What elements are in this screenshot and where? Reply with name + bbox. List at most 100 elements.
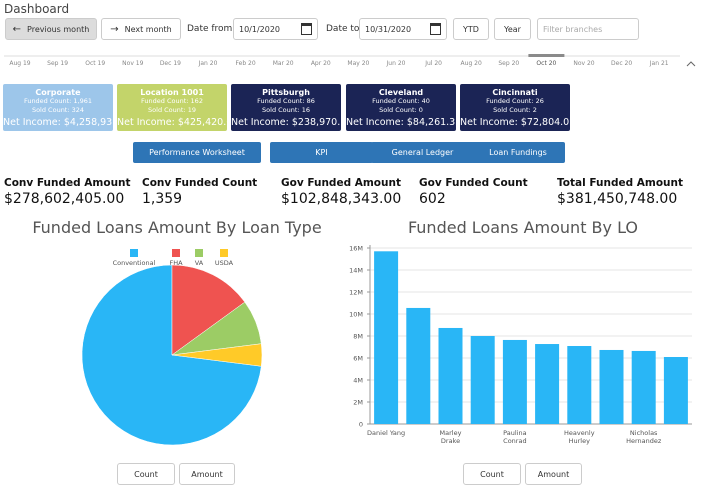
branch-name: Cincinnati: [492, 88, 538, 97]
timeline-month[interactable]: Jan 20: [198, 60, 218, 67]
timeline-month[interactable]: Dec 20: [611, 60, 633, 67]
y-tick-label: 0: [359, 421, 363, 429]
stat-value: 602: [419, 191, 446, 207]
timeline-month[interactable]: Jun 20: [386, 60, 406, 67]
chart-title: Funded Loans Amount By LO: [407, 218, 639, 237]
stat-value: $278,602,405.00: [4, 191, 125, 207]
timeline-selection: [528, 54, 565, 57]
bar: [599, 349, 624, 424]
pie-slice: [81, 264, 262, 446]
branch-card[interactable]: Cincinnati Funded Count: 26 Sold Count: 2 N…: [460, 84, 570, 131]
chart-control-button[interactable]: Count: [117, 463, 175, 485]
pie-slice: [171, 343, 263, 367]
legend-label: VA: [195, 259, 204, 267]
chart-title: Funded Loans Amount By Loan Type: [32, 218, 322, 237]
branch-net-income: Net Income: $4,258,931.96: [3, 117, 113, 128]
branch-card[interactable]: Corporate Funded Count: 1,961 Sold Count: …: [3, 84, 113, 131]
timeline-month[interactable]: Nov 20: [573, 60, 595, 67]
bar: [502, 339, 527, 424]
y-tick-label: 16M: [349, 245, 363, 253]
date-to-label: Date to: [326, 24, 360, 34]
next-month-button[interactable]: → Next month: [101, 18, 181, 40]
legend-swatch: [130, 249, 138, 257]
legend-swatch: [220, 249, 228, 257]
ytd-button[interactable]: YTD: [453, 18, 489, 40]
action-button[interactable]: KPI: [270, 142, 373, 163]
x-tick-label: Nicholas Hernandez: [626, 429, 662, 445]
x-tick-label: Marley Drake: [439, 429, 462, 445]
branch-name: Location 1001: [140, 88, 204, 97]
y-tick-label: 14M: [349, 267, 363, 275]
pie-slice: [171, 264, 246, 356]
timeline-month[interactable]: Oct 19: [85, 60, 106, 67]
bar: [663, 357, 688, 424]
y-tick-label: 6M: [353, 355, 363, 363]
date-to-input[interactable]: 10/31/2020: [359, 18, 447, 40]
timeline-month[interactable]: Jan 21: [649, 60, 669, 67]
timeline-month[interactable]: Feb 20: [235, 60, 256, 67]
calendar-icon: [301, 23, 312, 35]
timeline-month[interactable]: Dec 19: [159, 60, 181, 67]
timeline-month[interactable]: Aug 20: [460, 60, 482, 67]
timeline-month[interactable]: Mar 20: [272, 60, 294, 67]
bar: [631, 350, 656, 424]
date-from-input[interactable]: 10/1/2020: [233, 18, 318, 40]
action-button[interactable]: Loan Fundings: [471, 142, 565, 163]
branch-card[interactable]: Pittsburgh Funded Count: 86 Sold Count: 16…: [231, 84, 341, 131]
chart-control-button[interactable]: Amount: [179, 463, 235, 485]
stat-label: Gov Funded Count: [419, 177, 528, 189]
timeline-month[interactable]: Aug 19: [9, 60, 31, 67]
legend-label: USDA: [215, 259, 234, 267]
branch-name: Cleveland: [378, 88, 424, 97]
branch-funded: Funded Count: 162: [141, 97, 203, 105]
stat-value: $102,848,343.00: [281, 191, 402, 207]
filter-branches-input[interactable]: Filter branches: [537, 18, 639, 40]
branch-sold: Sold Count: 0: [379, 106, 423, 114]
arrow-right-icon: →: [110, 23, 119, 35]
y-tick-label: 10M: [349, 311, 363, 319]
chart-control-button[interactable]: Amount: [525, 463, 582, 485]
branch-net-income: Net Income: $72,804.05: [460, 117, 570, 128]
timeline-month[interactable]: Jul 20: [425, 60, 442, 67]
bar: [406, 307, 431, 424]
stat-value: $381,450,748.00: [557, 191, 678, 207]
bar: [438, 327, 463, 424]
stat-label: Gov Funded Amount: [281, 177, 401, 189]
legend-label: FHA: [169, 259, 183, 267]
action-button[interactable]: General Ledger: [371, 142, 474, 163]
collapse-caret: [686, 61, 696, 67]
branch-net-income: Net Income: $425,420.67: [117, 117, 227, 128]
branch-sold: Sold Count: 16: [262, 106, 310, 114]
branch-card[interactable]: Location 1001 Funded Count: 162 Sold Count…: [117, 84, 227, 131]
previous-month-label: Previous month: [27, 24, 90, 34]
branch-sold: Sold Count: 2: [493, 106, 537, 114]
x-tick-label: Paulina Conrad: [503, 429, 527, 445]
timeline-month[interactable]: Sep 20: [498, 60, 520, 67]
action-button[interactable]: Performance Worksheet: [133, 142, 261, 163]
y-tick-label: 4M: [353, 377, 363, 385]
timeline-month[interactable]: May 20: [347, 60, 370, 67]
previous-month-button[interactable]: ← Previous month: [5, 18, 97, 40]
y-tick-label: 12M: [349, 289, 363, 297]
bar: [535, 344, 560, 424]
legend-swatch: [172, 249, 180, 257]
stat-value: 1,359: [142, 191, 183, 207]
bar: [470, 336, 495, 424]
bar: [567, 346, 592, 424]
stat-label: Total Funded Amount: [557, 177, 683, 189]
timeline-month[interactable]: Oct 20: [536, 60, 557, 67]
timeline-month[interactable]: Nov 19: [122, 60, 144, 67]
branch-net-income: Net Income: $238,970.18: [231, 117, 341, 128]
next-month-label: Next month: [124, 24, 172, 34]
branch-funded: Funded Count: 1,961: [23, 97, 93, 105]
year-button[interactable]: Year: [494, 18, 531, 40]
branch-card[interactable]: Cleveland Funded Count: 40 Sold Count: 0 Ne…: [346, 84, 456, 131]
page-title: Dashboard: [4, 2, 70, 16]
chart-control-button[interactable]: Count: [463, 463, 521, 485]
calendar-icon: [430, 23, 441, 35]
legend-swatch: [195, 249, 203, 257]
timeline-month[interactable]: Sep 19: [47, 60, 69, 67]
timeline-month[interactable]: Apr 20: [310, 60, 331, 67]
branch-net-income: Net Income: $84,261.33: [346, 117, 456, 128]
